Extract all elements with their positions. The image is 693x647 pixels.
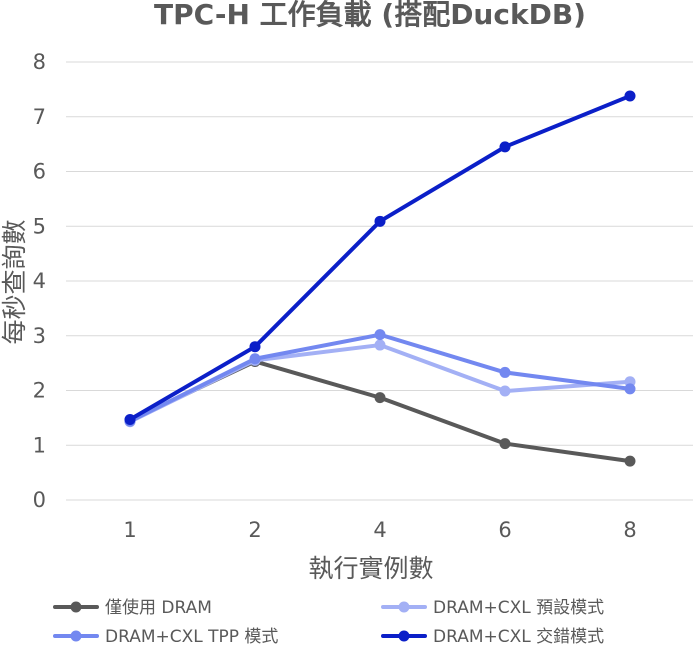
y-tick-label: 8: [33, 50, 46, 74]
legend-item: DRAM+CXL 交錯模式: [381, 627, 604, 647]
data-point: [624, 90, 636, 102]
legend-swatch-marker: [398, 601, 410, 613]
y-tick-label: 4: [33, 269, 46, 293]
data-point: [499, 438, 511, 450]
y-tick-label: 6: [33, 160, 46, 184]
y-tick-label: 7: [33, 105, 46, 129]
legend-label: DRAM+CXL 交錯模式: [433, 627, 604, 647]
y-axis-ticks: 0 1 2 3 4 5 6 7 8: [33, 50, 46, 512]
data-point: [499, 366, 511, 378]
y-tick-label: 1: [33, 433, 46, 457]
data-point: [249, 341, 261, 353]
series-line: [128, 93, 632, 422]
chart-title: TPC-H 工作負載 (搭配DuckDB): [154, 0, 586, 31]
data-point: [374, 215, 386, 227]
y-axis-label: 每秒查詢數: [0, 219, 29, 344]
legend-swatch-marker: [70, 601, 82, 613]
x-tick-label: 4: [373, 518, 386, 542]
legend-label: DRAM+CXL 預設模式: [433, 598, 604, 618]
x-tick-label: 6: [498, 518, 511, 542]
data-point: [374, 329, 386, 341]
series-lines: [124, 90, 636, 467]
data-point: [374, 392, 386, 404]
legend: 僅使用 DRAM DRAM+CXL 預設模式 DRAM+CXL TPP 模式 DRAM…: [53, 597, 604, 647]
x-tick-label: 2: [248, 518, 261, 542]
y-tick-label: 0: [33, 488, 46, 512]
data-point: [374, 339, 386, 351]
data-point: [624, 383, 636, 395]
legend-label: DRAM+CXL TPP 模式: [105, 627, 278, 647]
y-tick-label: 3: [33, 324, 46, 348]
data-point: [124, 414, 136, 426]
x-axis-ticks: 1 2 4 6 8: [123, 518, 636, 542]
x-tick-label: 8: [623, 518, 636, 542]
legend-item: DRAM+CXL TPP 模式: [53, 627, 278, 647]
legend-swatch-marker: [398, 630, 410, 642]
legend-item: DRAM+CXL 預設模式: [381, 598, 604, 618]
y-tick-label: 2: [33, 379, 46, 403]
gridlines: [66, 61, 693, 501]
series-3: [124, 90, 636, 426]
series-1: [124, 339, 636, 428]
legend-item: 僅使用 DRAM: [53, 597, 212, 618]
y-tick-label: 5: [33, 214, 46, 238]
data-point: [624, 455, 636, 467]
legend-label: 僅使用 DRAM: [105, 597, 212, 618]
legend-swatch-marker: [70, 630, 82, 642]
x-axis-label: 執行實例數: [308, 554, 433, 583]
series-0: [124, 355, 636, 467]
data-point: [499, 385, 511, 397]
data-point: [499, 141, 511, 153]
data-point: [249, 353, 261, 365]
x-tick-label: 1: [123, 518, 136, 542]
